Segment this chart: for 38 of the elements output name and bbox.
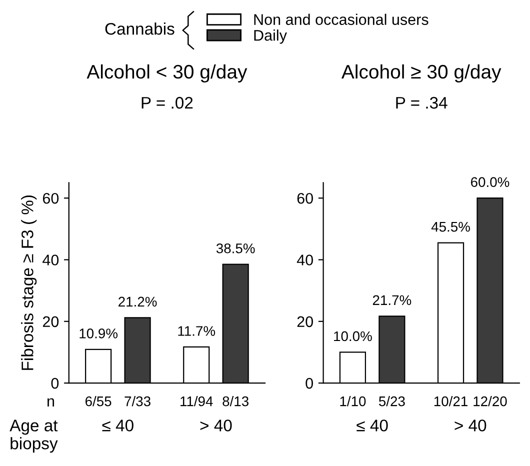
chart-subtitle: P = .02: [142, 96, 193, 109]
chart-title: Alcohol < 30 g/day: [86, 64, 248, 83]
text: 5/23: [378, 396, 405, 406]
text: Age at biopsy: [10, 420, 58, 453]
y-tick-label: 0: [51, 378, 59, 389]
text: 6/55: [86, 396, 112, 406]
legend-label: Daily: [254, 30, 287, 44]
data-label: 45.5%: [431, 222, 470, 232]
data-label: 21.7%: [372, 295, 412, 306]
x-tick-label: ≤ 40: [356, 420, 388, 432]
x-tick-label: > 40: [200, 420, 232, 432]
chart-title: Alcohol ≥ 30 g/day: [341, 64, 502, 83]
data-label: 21.2%: [118, 296, 157, 307]
x-tick-label: > 40: [454, 420, 486, 432]
x-tick-label: ≤ 40: [102, 420, 134, 432]
data-label: 38.5%: [216, 243, 255, 254]
y-axis-title: Fibrosis stage ≥ F3 ( %): [21, 196, 37, 370]
text: n: [48, 398, 54, 406]
y-tick-label: 0: [306, 378, 313, 389]
data-label: 10.0%: [334, 331, 372, 342]
chart-subtitle: P = .34: [396, 96, 448, 109]
text: 8/13: [222, 396, 248, 406]
y-tick-label: 20: [42, 316, 59, 328]
y-tick-label: 40: [296, 254, 313, 266]
text: 7/33: [124, 396, 150, 406]
data-label: 60.0%: [471, 177, 510, 188]
y-tick-label: 60: [297, 192, 313, 204]
y-tick-label: 20: [297, 316, 313, 328]
text: 1/10: [340, 396, 366, 406]
data-label: 11.7%: [178, 326, 216, 336]
y-tick-label: 40: [42, 254, 59, 266]
legend-title: Cannabis: [105, 22, 174, 35]
text: 12/20: [474, 396, 507, 406]
y-tick-label: 60: [42, 192, 59, 204]
data-label: 10.9%: [80, 328, 118, 338]
text: 10/21: [434, 396, 468, 406]
legend-label: Non and occasional users: [254, 14, 428, 25]
text: 11/94: [180, 396, 213, 406]
